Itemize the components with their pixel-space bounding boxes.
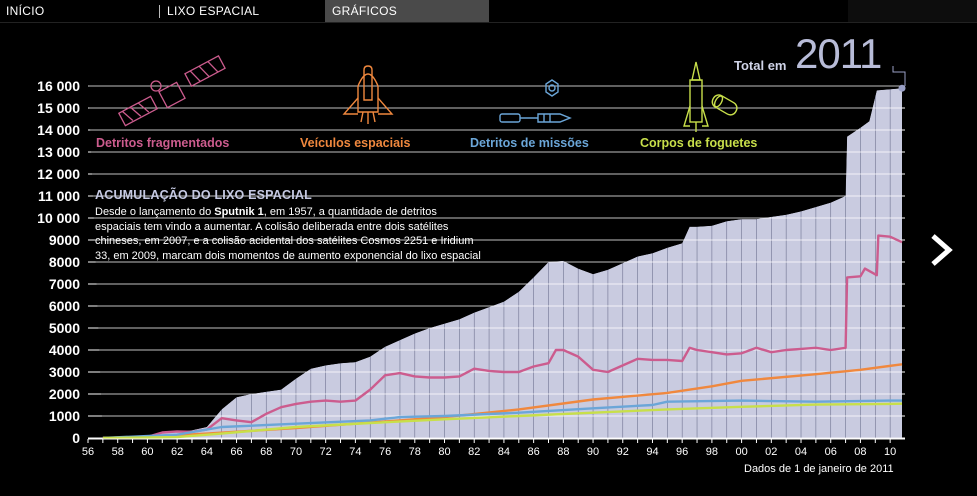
intro-text-before: Desde o lançamento do <box>95 206 215 218</box>
next-arrow-icon[interactable] <box>928 232 954 268</box>
x-tick-label: 94 <box>646 446 658 458</box>
total-end-marker <box>898 84 906 92</box>
nav-filler <box>848 0 977 22</box>
legend-detritos-fragmentados: Detritos fragmentados <box>96 136 229 150</box>
intro-title: ACUMULAÇÃO DO LIXO ESPACIAL <box>95 188 312 202</box>
x-tick-label: 08 <box>854 446 866 458</box>
x-tick-label: 68 <box>260 446 272 458</box>
x-tick-label: 78 <box>409 446 421 458</box>
series-lines <box>102 234 903 440</box>
y-tick-label: 15 000 <box>37 100 80 116</box>
x-tick-label: 62 <box>171 446 183 458</box>
x-tick-label: 00 <box>735 446 747 458</box>
y-tick-label: 9000 <box>49 232 80 248</box>
tools-icon <box>499 79 572 123</box>
footer-note: Dados de 1 de janeiro de 2011 <box>744 463 894 475</box>
x-tick-label: 58 <box>112 446 124 458</box>
y-tick-label: 4000 <box>49 342 80 358</box>
y-tick-label: 5000 <box>49 320 80 336</box>
x-tick-label: 82 <box>468 446 480 458</box>
y-tick-label: 16 000 <box>37 78 80 94</box>
x-tick-label: 96 <box>676 446 688 458</box>
x-tick-label: 66 <box>230 446 242 458</box>
x-tick-label: 70 <box>290 446 302 458</box>
y-tick-label: 10 000 <box>37 210 80 226</box>
x-tick-label: 90 <box>587 446 599 458</box>
x-tick-label: 80 <box>438 446 450 458</box>
y-tick-label: 13 000 <box>37 144 80 160</box>
x-axis: 56 58 60 62 64 66 68 70 72 74 76 78 80 82 84 86 88 90 92 94… <box>82 438 905 458</box>
series-line <box>102 399 902 440</box>
series-line <box>102 234 903 440</box>
tab-graficos[interactable]: GRÁFICOS <box>325 0 489 22</box>
y-tick-label: 8000 <box>49 254 80 270</box>
legend-veiculos-espaciais: Veículos espaciais <box>300 136 411 150</box>
y-tick-label: 14 000 <box>37 122 80 138</box>
y-tick-label: 2000 <box>49 386 80 402</box>
y-tick-label: 3000 <box>49 364 80 380</box>
top-nav: INÍCIO LIXO ESPACIAL GRÁFICOS <box>0 0 977 23</box>
x-tick-label: 98 <box>706 446 718 458</box>
y-tick-label: 1000 <box>49 408 80 424</box>
intro-text-bold: Sputnik 1 <box>214 206 264 218</box>
x-tick-label: 64 <box>201 446 213 458</box>
space-debris-chart: 010002000300040005000600070008000900010 … <box>37 55 907 458</box>
x-tick-label: 76 <box>379 446 391 458</box>
y-tick-label: 6000 <box>49 298 80 314</box>
y-tick-label: 11 000 <box>38 188 80 204</box>
y-tick-label: 12 000 <box>37 166 80 182</box>
spacecraft-icon <box>342 65 394 124</box>
x-tick-label: 88 <box>557 446 569 458</box>
legend-corpos-de-foguetes: Corpos de foguetes <box>640 136 757 150</box>
nav-separator <box>159 5 160 18</box>
y-tick-label: 7000 <box>49 276 80 292</box>
x-tick-label: 60 <box>141 446 153 458</box>
rocket-body-icon <box>683 61 738 132</box>
x-tick-label: 06 <box>825 446 837 458</box>
satellite-icon <box>117 55 226 127</box>
x-tick-label: 02 <box>765 446 777 458</box>
x-tick-label: 56 <box>82 446 94 458</box>
x-tick-label: 84 <box>498 446 510 458</box>
total-year: 2011 <box>795 30 882 77</box>
total-callout-line <box>892 66 906 86</box>
area-top-mask <box>88 76 907 438</box>
tab-lixo-espacial[interactable]: LIXO ESPACIAL <box>167 4 260 18</box>
x-tick-label: 04 <box>795 446 807 458</box>
intro-text-after: , em 1957, a quantidade de detritos espa… <box>95 206 481 262</box>
x-tick-label: 10 <box>884 446 896 458</box>
x-tick-label: 92 <box>617 446 629 458</box>
series-line <box>102 402 903 440</box>
x-tick-label: 74 <box>349 446 361 458</box>
y-tick-label: 0 <box>72 430 80 446</box>
legend-detritos-de-missoes: Detritos de missões <box>470 136 589 150</box>
total-label: Total em <box>734 58 787 73</box>
tab-inicio[interactable]: INÍCIO <box>6 4 45 18</box>
x-tick-label: 72 <box>320 446 332 458</box>
intro-text: Desde o lançamento do Sputnik 1, em 1957… <box>95 205 485 263</box>
x-tick-label: 86 <box>528 446 540 458</box>
intro-block: ACUMULAÇÃO DO LIXO ESPACIAL Desde o lanç… <box>95 188 485 263</box>
y-axis: 0 1000 2000 3000 4000 5000 6000 7000 8000 9000 10 … <box>37 78 80 446</box>
